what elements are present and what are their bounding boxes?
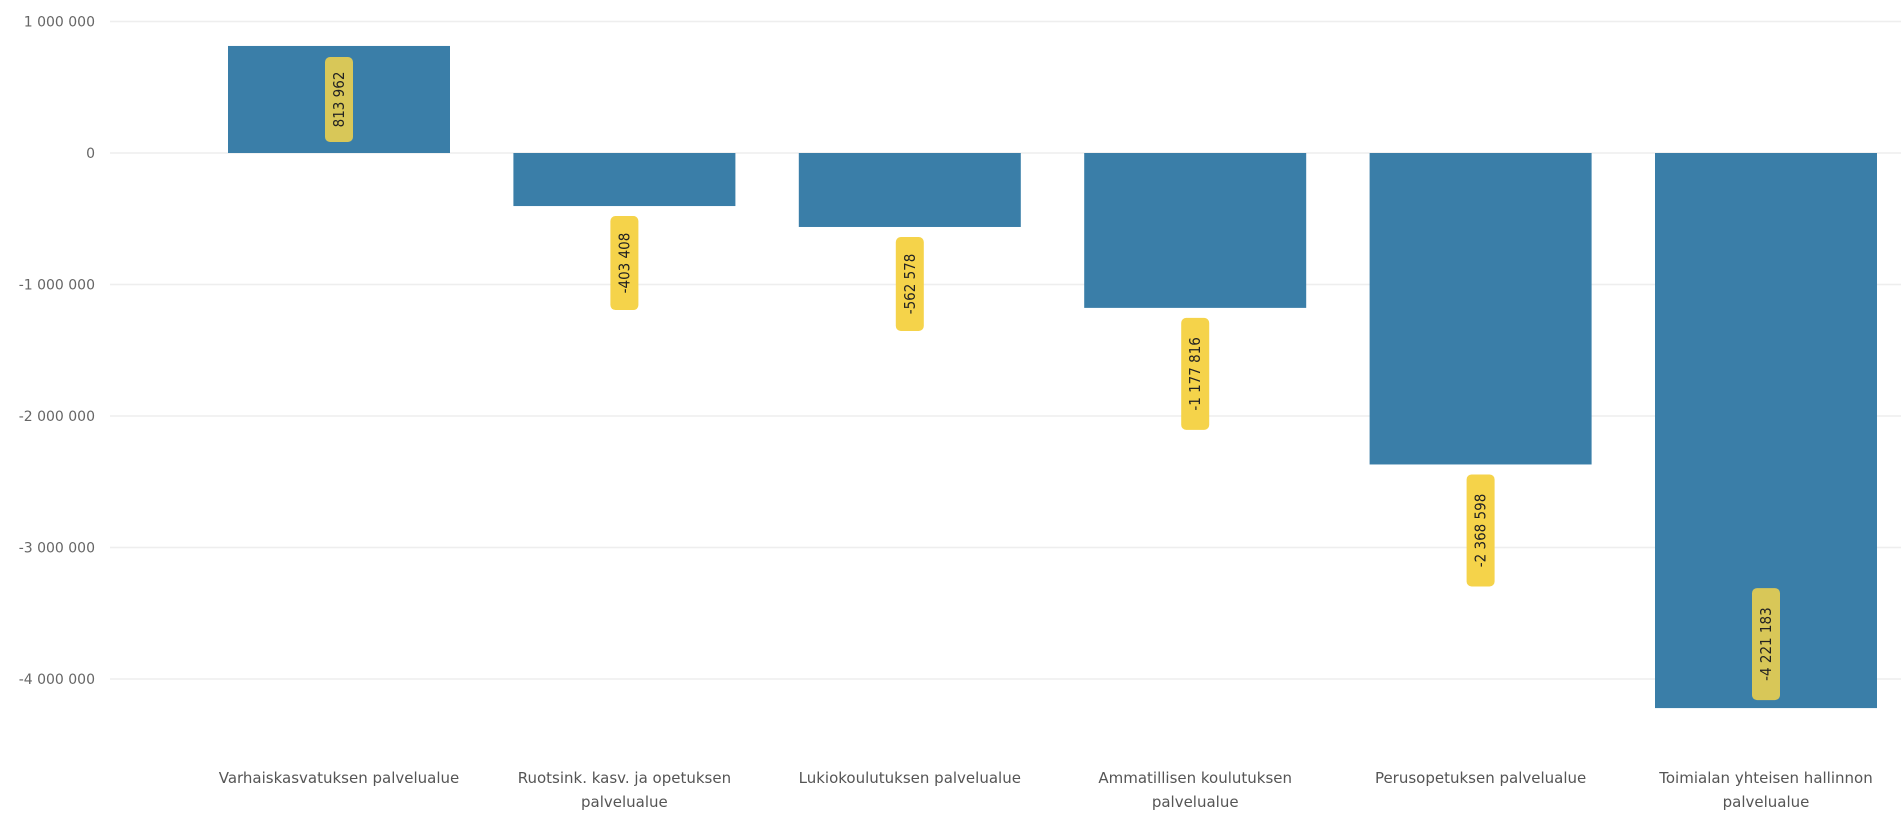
data-labels: 813 962 -403 408 -562 578 -1 177 816 -2 368 … — [325, 56, 1780, 701]
data-label: -4 221 183 — [1752, 588, 1780, 701]
x-category-label: Perusopetuksen palvelualue — [1375, 769, 1586, 787]
y-tick-label: 1 000 000 — [24, 15, 95, 31]
y-tick-label: -4 000 000 — [19, 672, 95, 688]
x-category-label: Ammatillisen koulutuksen palvelualue — [1098, 769, 1292, 811]
x-category-label: Lukiokoulutuksen palvelualue — [799, 769, 1021, 787]
y-tick-label: 0 — [86, 146, 95, 162]
data-label: -403 408 — [610, 216, 639, 311]
data-label: -562 578 — [895, 236, 924, 331]
data-label-background — [1466, 474, 1495, 587]
bar[interactable] — [1369, 153, 1592, 465]
data-label-text: -562 578 — [901, 254, 919, 315]
x-category-label: Toimialan yhteisen hallinnon palvelualue — [1658, 769, 1872, 811]
data-label-background — [1181, 317, 1210, 430]
data-label-text: 813 962 — [330, 72, 348, 128]
data-label-text: -403 408 — [615, 233, 633, 294]
y-tick-label: -2 000 000 — [19, 409, 95, 425]
data-label-background — [610, 216, 639, 311]
x-axis-categories: Varhaiskasvatuksen palvelualue Ruotsink. … — [219, 769, 1873, 811]
bar[interactable] — [798, 153, 1021, 227]
data-label-text: -4 221 183 — [1757, 607, 1775, 681]
bar[interactable] — [1084, 153, 1307, 308]
x-category-label: Ruotsink. kasv. ja opetuksen palvelualue — [518, 769, 731, 811]
data-label-background — [325, 56, 353, 142]
bars — [228, 45, 1877, 709]
data-label-text: -2 368 598 — [1472, 494, 1490, 568]
y-tick-label: -3 000 000 — [19, 541, 95, 557]
y-axis-ticks: 1 000 000 0 -1 000 000 -2 000 000 -3 000 000… — [19, 15, 95, 689]
data-label-background — [895, 236, 924, 331]
data-label-text: -1 177 816 — [1186, 337, 1204, 411]
y-tick-label: -1 000 000 — [19, 278, 95, 294]
data-label: 813 962 — [325, 56, 353, 142]
bar[interactable] — [513, 153, 736, 207]
data-label: -2 368 598 — [1466, 474, 1495, 587]
data-label: -1 177 816 — [1181, 317, 1210, 430]
x-category-label: Varhaiskasvatuksen palvelualue — [219, 769, 460, 787]
data-label-background — [1752, 588, 1780, 701]
